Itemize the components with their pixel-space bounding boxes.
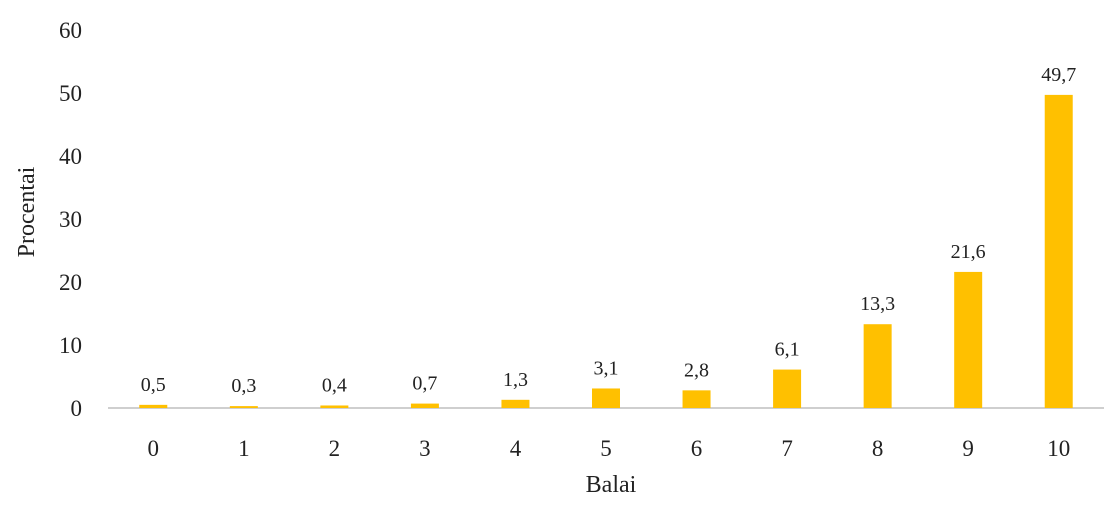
data-label: 0,4: [322, 374, 347, 396]
bar: [229, 406, 258, 408]
x-tick-label: 6: [691, 436, 703, 461]
bar: [320, 405, 349, 408]
bar: [863, 324, 892, 408]
bar: [954, 271, 983, 408]
bar: [410, 403, 439, 408]
y-tick-label: 0: [71, 396, 83, 421]
data-labels: 0,5 0,3 0,4 0,7 1,3 3,1 2,8 6,1 13,3 21,6 49,7: [141, 64, 1076, 397]
data-label: 0,3: [231, 375, 256, 397]
data-label: 3,1: [594, 357, 619, 379]
bar: [773, 369, 802, 408]
y-tick-label: 60: [59, 18, 82, 43]
x-tick-label: 8: [872, 436, 884, 461]
data-label: 21,6: [951, 241, 986, 263]
y-tick-label: 30: [59, 207, 82, 232]
y-tick-label: 40: [59, 144, 82, 169]
data-label: 49,7: [1041, 64, 1076, 86]
bar: [501, 399, 530, 408]
data-label: 0,5: [141, 374, 166, 396]
bar: [682, 390, 711, 408]
bar: [592, 388, 620, 408]
y-tick-label: 10: [59, 333, 82, 358]
data-label: 2,8: [684, 359, 709, 381]
x-axis-title: Balai: [586, 472, 637, 498]
x-axis-ticks: 0 1 2 3 4 5 6 7 8 9 10: [148, 436, 1071, 461]
data-label: 0,7: [412, 373, 437, 395]
bar: [1044, 94, 1073, 408]
x-tick-label: 2: [329, 436, 341, 461]
y-tick-label: 20: [59, 270, 82, 295]
y-axis-ticks: 0 10 20 30 40 50 60: [59, 18, 82, 421]
x-tick-label: 7: [781, 436, 793, 461]
bars: [139, 94, 1073, 408]
data-label: 1,3: [503, 369, 528, 391]
x-tick-label: 1: [238, 436, 250, 461]
bar: [139, 404, 168, 408]
y-axis-title: Procentai: [14, 166, 40, 257]
x-tick-label: 4: [510, 436, 522, 461]
x-tick-label: 9: [962, 436, 974, 461]
data-label: 13,3: [860, 293, 895, 315]
x-tick-label: 5: [600, 436, 612, 461]
x-tick-label: 0: [148, 436, 160, 461]
data-label: 6,1: [775, 339, 800, 361]
x-tick-label: 10: [1047, 436, 1070, 461]
y-tick-label: 50: [59, 81, 82, 106]
x-tick-label: 3: [419, 436, 431, 461]
